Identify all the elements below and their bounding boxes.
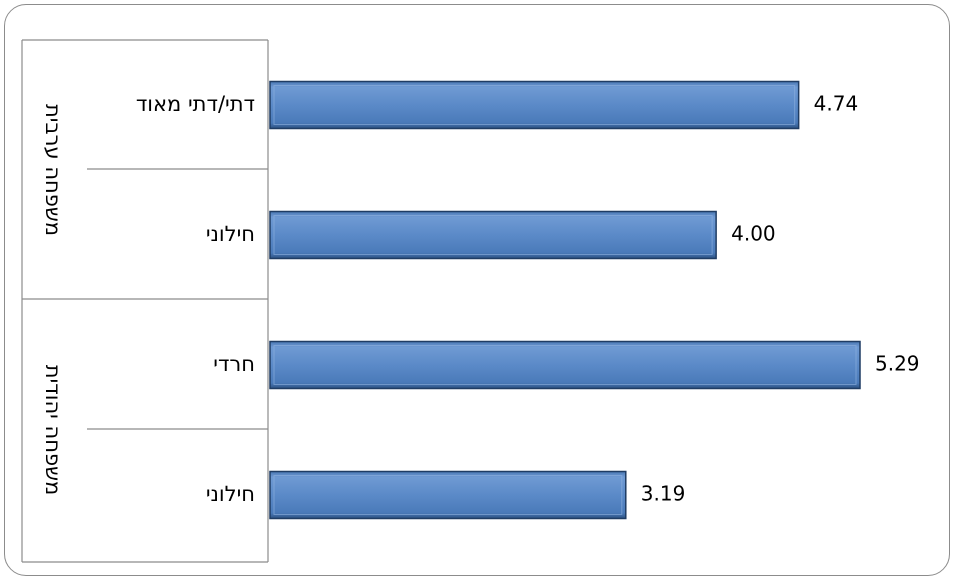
value-label-0-1: 4.00 [731, 222, 776, 246]
category-label-1-1: חילוני [206, 482, 255, 506]
bar-1-1 [269, 470, 627, 520]
labels-layer: משפחה ערבית דתי/דתי מאוד 4.74 חילוני 4.00 משפ… [41, 92, 920, 507]
bar-0-1 [269, 210, 717, 260]
bar-bevel-1-1 [273, 475, 623, 515]
bar-bevel-1-0 [273, 345, 857, 385]
bars-layer [269, 80, 861, 520]
value-label-0-0: 4.74 [814, 92, 859, 116]
bar-1-0 [269, 340, 861, 390]
category-label-1-0: חרדי [213, 352, 255, 376]
category-label-0-1: חילוני [206, 222, 255, 246]
bar-bevel-0-1 [273, 215, 713, 255]
group-label-0: משפחה ערבית [41, 104, 65, 236]
category-label-0-0: דתי/דתי מאוד [136, 92, 255, 116]
value-label-1-0: 5.29 [875, 352, 920, 376]
group-label-1: משפחה יהודית [41, 365, 65, 495]
bar-0-0 [269, 80, 800, 130]
bar-bevel-0-0 [273, 85, 796, 125]
value-label-1-1: 3.19 [641, 482, 686, 506]
